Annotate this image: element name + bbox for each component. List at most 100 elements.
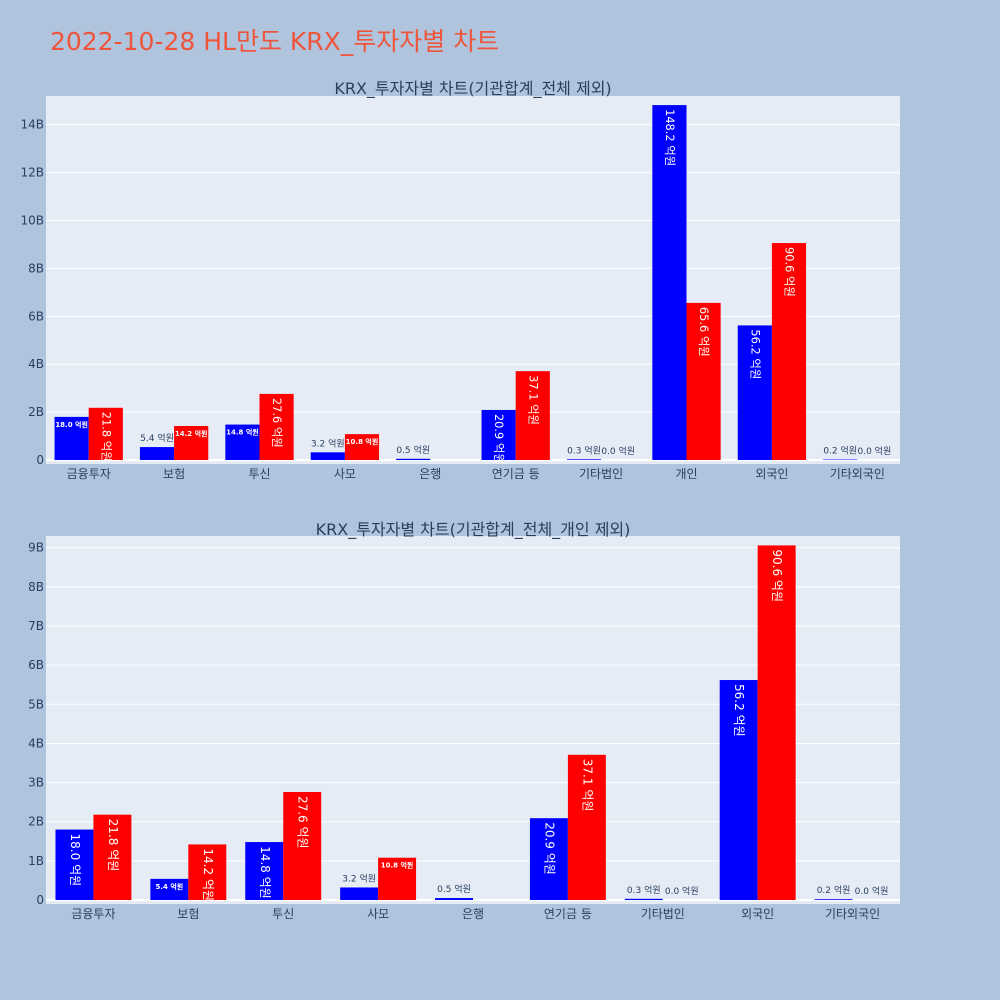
data-label: 0.0 억원 <box>665 885 699 897</box>
x-tick-label: 기타법인 <box>641 907 685 921</box>
y-tick-label: 5B <box>28 697 44 711</box>
y-tick-label: 3B <box>28 776 44 790</box>
bar[interactable] <box>245 842 284 900</box>
x-tick-label: 기타법인 <box>579 467 623 481</box>
data-label: 10.8 억원 <box>346 437 379 446</box>
bar[interactable] <box>54 416 89 460</box>
x-tick-label: 보험 <box>177 907 199 921</box>
data-label: 14.8 억원 <box>258 846 272 899</box>
bar[interactable] <box>737 325 772 460</box>
bar[interactable] <box>55 829 94 900</box>
x-tick-label: 투신 <box>272 907 294 921</box>
y-tick-label: 0 <box>36 453 44 467</box>
y-tick-label: 4B <box>28 736 44 750</box>
bar[interactable] <box>283 791 322 900</box>
data-label: 0.3 억원 <box>567 444 601 456</box>
bar[interactable] <box>567 754 606 900</box>
data-label: 0.0 억원 <box>858 445 892 457</box>
data-label: 65.6 억원 <box>697 307 711 357</box>
x-tick-label: 금융투자 <box>71 907 115 921</box>
x-tick-label: 보험 <box>163 467 185 481</box>
y-tick-label: 7B <box>28 619 44 633</box>
chart-title: KRX_투자자별 차트(기관합계_전체 제외) <box>334 79 611 99</box>
bar[interactable] <box>310 452 345 460</box>
data-label: 18.0 억원 <box>55 420 88 429</box>
data-label: 56.2 억원 <box>732 684 746 737</box>
x-tick-label: 기타외국인 <box>825 907 880 921</box>
y-tick-label: 9B <box>28 541 44 555</box>
data-label: 148.2 억원 <box>663 109 677 166</box>
y-tick-label: 12B <box>20 166 44 180</box>
bar[interactable] <box>93 814 132 900</box>
bar[interactable] <box>515 371 550 460</box>
bar[interactable] <box>396 458 431 460</box>
x-tick-label: 외국인 <box>755 467 788 481</box>
y-tick-label: 8B <box>28 580 44 594</box>
data-label: 90.6 억원 <box>782 247 796 297</box>
y-tick-label: 2B <box>28 405 44 419</box>
y-tick-label: 14B <box>20 118 44 132</box>
bar[interactable] <box>259 393 294 460</box>
y-tick-label: 6B <box>28 309 44 323</box>
data-label: 0.5 억원 <box>437 883 471 895</box>
data-label: 3.2 억원 <box>311 437 345 449</box>
bar[interactable] <box>624 898 663 900</box>
bar[interactable] <box>771 243 807 460</box>
bar[interactable] <box>150 878 189 900</box>
data-label: 0.5 억원 <box>396 444 430 456</box>
bar[interactable] <box>344 434 380 460</box>
data-label: 56.2 억원 <box>748 329 762 379</box>
y-tick-label: 0 <box>36 893 44 907</box>
data-label: 90.6 억원 <box>770 549 784 602</box>
bar[interactable] <box>652 105 687 460</box>
x-tick-label: 개인 <box>675 467 697 481</box>
data-label: 3.2 억원 <box>342 872 376 884</box>
data-label: 21.8 억원 <box>106 819 120 872</box>
bar[interactable] <box>435 898 473 900</box>
bar[interactable] <box>481 409 516 460</box>
data-label: 14.2 억원 <box>201 848 215 901</box>
bar[interactable] <box>225 424 260 460</box>
data-label: 0.2 억원 <box>823 445 857 457</box>
bar[interactable] <box>686 302 721 460</box>
data-label: 20.9 억원 <box>542 822 556 875</box>
data-label: 37.1 억원 <box>580 759 594 812</box>
data-label: 27.6 억원 <box>296 796 310 849</box>
y-tick-label: 2B <box>28 815 44 829</box>
bar[interactable] <box>814 899 853 900</box>
data-label: 0.0 억원 <box>601 445 635 457</box>
bar[interactable] <box>188 844 227 900</box>
data-label: 21.8 억원 <box>99 412 113 462</box>
data-label: 0.3 억원 <box>627 884 661 896</box>
data-label: 20.9 억원 <box>492 414 506 464</box>
chart-institution-individual-excluded: 0 1B 2B 3B 4B 5B 6B 7B 8B 9B KRX_투자자별 차트(기관합계_전체_개… <box>28 520 900 921</box>
data-label: 5.4 억원 <box>155 882 183 891</box>
data-label: 14.2 억원 <box>175 429 208 438</box>
x-tick-label: 기타외국인 <box>830 467 885 481</box>
bar[interactable] <box>757 545 796 900</box>
x-tick-label: 연기금 등 <box>492 467 540 481</box>
bar[interactable] <box>174 425 209 460</box>
bar[interactable] <box>566 459 602 460</box>
bar[interactable] <box>340 887 379 900</box>
x-tick-label: 사모 <box>367 907 389 921</box>
data-label: 0.2 억원 <box>817 884 851 896</box>
data-label: 10.8 억원 <box>381 861 414 870</box>
data-label: 5.4 억원 <box>140 432 174 444</box>
x-tick-label: 사모 <box>334 467 356 481</box>
bar[interactable] <box>378 857 417 900</box>
data-label: 27.6 억원 <box>270 398 284 448</box>
y-tick-label: 1B <box>28 854 44 868</box>
bar[interactable] <box>88 407 123 460</box>
bar[interactable] <box>529 818 568 900</box>
y-tick-label: 4B <box>28 357 44 371</box>
y-tick-label: 8B <box>28 261 44 275</box>
data-label: 14.8 억원 <box>226 428 259 437</box>
x-tick-label: 은행 <box>419 466 441 481</box>
page-title: 2022-10-28 HL만도 KRX_투자자별 차트 <box>50 27 500 56</box>
x-tick-label: 금융투자 <box>67 467 111 481</box>
x-tick-label: 투신 <box>248 467 270 481</box>
x-tick-label: 외국인 <box>741 907 774 921</box>
bar[interactable] <box>719 680 758 900</box>
bar[interactable] <box>139 447 175 460</box>
